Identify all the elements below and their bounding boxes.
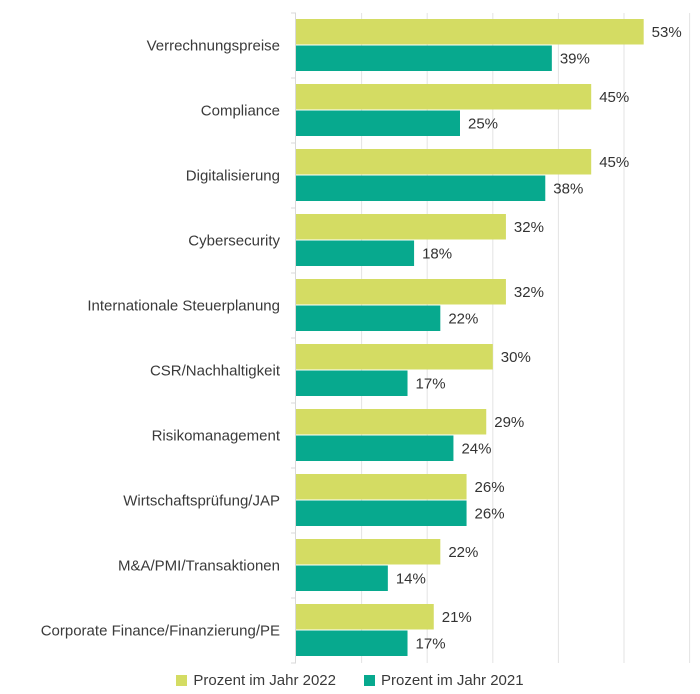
bar-2021 <box>296 175 546 201</box>
bar-2022 <box>296 539 441 565</box>
bar-2021 <box>296 305 441 331</box>
value-label: 18% <box>422 245 452 262</box>
bar-2022 <box>296 344 493 370</box>
category-label: Digitalisierung <box>186 168 280 185</box>
bar-2022 <box>296 149 592 175</box>
value-label: 29% <box>494 414 524 431</box>
value-label: 38% <box>553 180 583 197</box>
category-label: Corporate Finance/Finanzierung/PE <box>41 623 280 640</box>
value-label: 45% <box>599 154 629 171</box>
bar-2022 <box>296 214 506 240</box>
bar-2021 <box>296 435 454 461</box>
value-label: 26% <box>475 505 505 522</box>
bar-2022 <box>296 19 644 45</box>
value-label: 26% <box>475 479 505 496</box>
bar-2021 <box>296 630 408 656</box>
bar-2022 <box>296 409 487 435</box>
legend-label-2022: Prozent im Jahr 2022 <box>193 672 336 689</box>
category-label: Verrechnungspreise <box>147 38 280 55</box>
bar-2022 <box>296 279 506 305</box>
legend-label-2021: Prozent im Jahr 2021 <box>381 672 524 689</box>
value-label: 14% <box>396 570 426 587</box>
legend-swatch-2022 <box>176 675 188 686</box>
value-label: 32% <box>514 284 544 301</box>
category-label: Internationale Steuerplanung <box>87 298 280 315</box>
value-label: 24% <box>461 440 491 457</box>
legend: Prozent im Jahr 2022 Prozent im Jahr 202… <box>0 672 700 689</box>
bar-2021 <box>296 370 408 396</box>
bar-2021 <box>296 45 552 71</box>
value-label: 30% <box>501 349 531 366</box>
bar-2021 <box>296 500 467 526</box>
bar-2022 <box>296 604 434 630</box>
value-label: 17% <box>416 375 446 392</box>
legend-item-2022[interactable]: Prozent im Jahr 2022 <box>176 672 336 689</box>
value-label: 21% <box>442 609 472 626</box>
value-label: 39% <box>560 50 590 67</box>
value-label: 22% <box>448 310 478 327</box>
bar-2021 <box>296 110 460 136</box>
category-labels: Verrechnungspreise Compliance Digitalisier… <box>41 38 281 640</box>
value-label: 45% <box>599 89 629 106</box>
bar-2021 <box>296 240 415 266</box>
bar-2022 <box>296 84 592 110</box>
category-label: CSR/Nachhaltigkeit <box>150 363 281 380</box>
value-label: 25% <box>468 115 498 132</box>
y-axis <box>291 12 296 664</box>
category-label: M&A/PMI/Transaktionen <box>118 558 280 575</box>
bar-2022 <box>296 474 467 500</box>
category-label: Risikomanagement <box>152 428 281 445</box>
value-label: 32% <box>514 219 544 236</box>
category-label: Compliance <box>201 103 280 120</box>
value-labels: 53%39%45%25%45%38%32%18%32%22%30%17%29%2… <box>396 24 682 653</box>
category-label: Cybersecurity <box>188 233 280 250</box>
legend-swatch-2021 <box>364 675 375 686</box>
bars <box>296 19 644 656</box>
value-label: 22% <box>448 544 478 561</box>
value-label: 17% <box>416 635 446 652</box>
bar-2021 <box>296 565 388 591</box>
value-label: 53% <box>652 24 682 41</box>
category-label: Wirtschaftsprüfung/JAP <box>123 493 280 510</box>
legend-item-2021[interactable]: Prozent im Jahr 2021 <box>364 672 524 689</box>
